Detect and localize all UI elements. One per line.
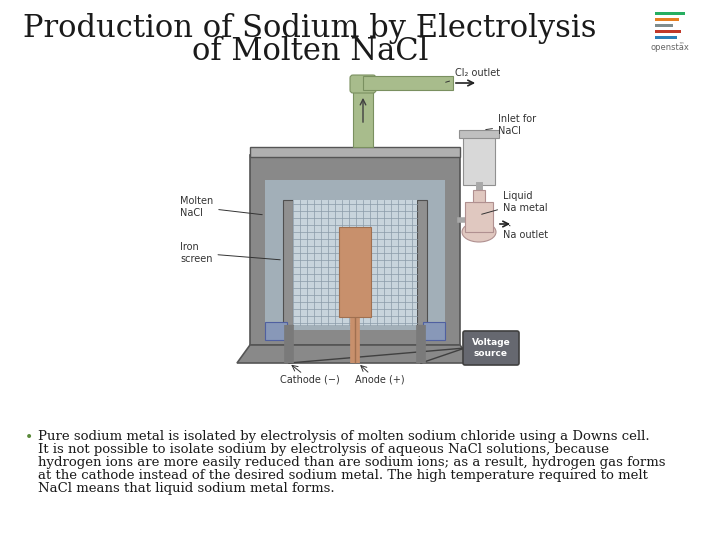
Bar (250, 155, 460, 345)
Bar (459, 130, 499, 138)
Text: Cl₂ outlet: Cl₂ outlet (446, 68, 500, 82)
Bar (283, 200, 293, 325)
Bar (423, 322, 445, 340)
Bar (655, 17, 679, 21)
FancyBboxPatch shape (463, 331, 519, 365)
Bar (463, 135, 495, 185)
Bar (265, 322, 287, 340)
Bar (655, 24, 673, 27)
Text: Anode (+): Anode (+) (355, 375, 405, 385)
Bar (339, 227, 371, 317)
Bar (265, 180, 445, 330)
Bar (293, 200, 417, 325)
Bar (363, 76, 453, 90)
Bar (250, 147, 460, 157)
Bar (655, 36, 677, 39)
Text: Production of Sodium by Electrolysis: Production of Sodium by Electrolysis (23, 12, 597, 44)
Text: Inlet for
NaCl: Inlet for NaCl (486, 114, 536, 136)
Text: ™: ™ (678, 43, 684, 48)
Text: Voltage
source: Voltage source (472, 338, 510, 357)
Bar (655, 11, 685, 15)
Text: NaCl means that liquid sodium metal forms.: NaCl means that liquid sodium metal form… (38, 482, 335, 495)
Bar (473, 190, 485, 202)
Text: Pure sodium metal is isolated by electrolysis of molten sodium chloride using a : Pure sodium metal is isolated by electro… (38, 430, 649, 443)
Bar (417, 200, 427, 325)
Text: Cathode (−): Cathode (−) (280, 375, 340, 385)
Text: of Molten NaCl: of Molten NaCl (192, 37, 428, 68)
Bar (465, 202, 493, 232)
Ellipse shape (462, 222, 496, 242)
Text: Molten
NaCl: Molten NaCl (180, 196, 262, 218)
Bar (465, 202, 493, 232)
Text: openstax: openstax (651, 44, 690, 52)
Text: Liquid
Na metal: Liquid Na metal (482, 191, 548, 214)
Text: Iron
screen: Iron screen (180, 242, 280, 264)
Bar (353, 87, 373, 147)
Text: hydrogen ions are more easily reduced than are sodium ions; as a result, hydroge: hydrogen ions are more easily reduced th… (38, 456, 665, 469)
Text: •: • (25, 430, 33, 444)
Text: It is not possible to isolate sodium by electrolysis of aqueous NaCl solutions, : It is not possible to isolate sodium by … (38, 443, 609, 456)
Polygon shape (237, 345, 473, 363)
Bar (655, 30, 681, 33)
Text: Na outlet: Na outlet (503, 225, 548, 240)
FancyBboxPatch shape (350, 75, 376, 93)
Text: at the cathode instead of the desired sodium metal. The high temperature require: at the cathode instead of the desired so… (38, 469, 648, 482)
